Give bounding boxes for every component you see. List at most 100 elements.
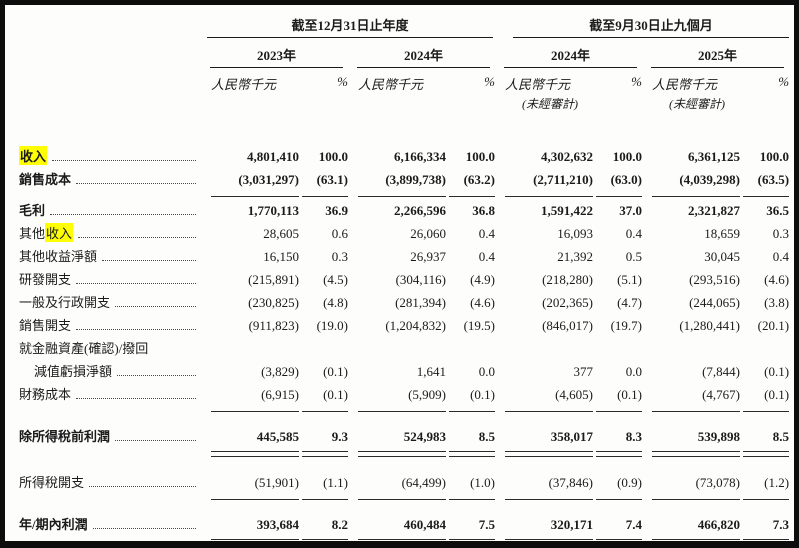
rule-spacer	[19, 190, 203, 198]
row-label-cell: 除所得稅前利潤	[19, 413, 203, 447]
percent-cell: 7.4	[625, 516, 643, 532]
year-label: 2024年	[504, 45, 638, 68]
period-group-annual: 截至12月31日止年度	[203, 13, 497, 40]
header-spacer	[19, 40, 203, 70]
percent-cell: (1.1)	[323, 474, 348, 490]
rule-line	[505, 498, 594, 500]
percent-cell: 7.5	[478, 516, 496, 532]
year-header-row: 2023年 2024年 2024年 2025年	[19, 40, 791, 70]
rule-line	[596, 498, 643, 500]
table-row: 就金融資產(確認)/撥回	[19, 336, 791, 359]
percent-cell: (0.9)	[617, 474, 643, 490]
table-row: 其他 收入 28,605 0.6 26,060 0.4 16,093 0.4 18,659 0.3	[19, 221, 791, 244]
value-cell: (281,394)	[395, 295, 446, 310]
percent-cell: (63.2)	[463, 172, 496, 187]
row-label-text: 除所得稅前利潤	[19, 429, 111, 444]
row-label-cell: 毛利	[19, 198, 203, 221]
row-label: 所得稅開支	[19, 472, 199, 491]
table-row: 除所得稅前利潤 445,585 9.3 524,983 8.5 358,017 8.3 539…	[19, 413, 791, 447]
row-label-cell: 年/期內利潤	[19, 501, 203, 535]
value-cell: (1,280,441)	[679, 318, 741, 333]
percent-cell: 0.4	[625, 226, 643, 241]
year-col-2025-9m: 2025年	[644, 40, 791, 70]
rule-cell	[595, 535, 644, 541]
value-cell: 358,017	[550, 429, 594, 444]
percent-cell: (4.7)	[617, 295, 643, 310]
year-label: 2025年	[651, 45, 785, 68]
percent-cell: (0.1)	[617, 387, 643, 402]
row-label: 一般及行政開支	[19, 292, 199, 311]
rule-cell	[595, 190, 644, 198]
dotted-leader	[115, 438, 196, 441]
value-cell: 26,060	[410, 226, 446, 241]
rule-cell	[644, 190, 742, 198]
rule-cell	[350, 535, 448, 541]
value-cell: (1,204,832)	[385, 318, 446, 333]
percent-cell: 7.3	[772, 516, 790, 532]
row-label: 年/期內利潤	[19, 514, 199, 533]
percent-cell: (4.6)	[764, 272, 790, 287]
value-cell: 377	[573, 364, 594, 379]
percent-cell: 37.0	[619, 203, 643, 218]
table-row: 其他收益淨額 16,150 0.3 26,937 0.4 21,392 0.5 30,045 0…	[19, 244, 791, 267]
rule-line	[358, 498, 446, 500]
dotted-leader	[52, 158, 196, 161]
row-label-cell: 所得稅開支	[19, 459, 203, 493]
dotted-leader	[50, 212, 196, 215]
percent-cell: (0.1)	[764, 364, 790, 379]
value-cell	[497, 336, 595, 359]
rule-line	[449, 538, 496, 541]
percent-cell: 36.5	[766, 203, 790, 218]
row-label-text: 毛利	[19, 203, 46, 218]
year-col-2024: 2024年	[350, 40, 497, 70]
rule-cell	[350, 493, 448, 501]
percent-cell: (19.5)	[463, 318, 496, 333]
percent-cell: 0.4	[478, 249, 496, 264]
rule-cell	[644, 447, 742, 459]
value-cell: (846,017)	[542, 318, 594, 333]
rule-line	[449, 196, 496, 197]
unaudited-note: (未經審計)	[669, 97, 726, 111]
rule-line	[505, 411, 594, 412]
rule-cell	[497, 493, 595, 501]
table-row: 財務成本 (6,915) (0.1) (5,909) (0.1) (4,605) (0.1)…	[19, 382, 791, 405]
row-label-text: 減值虧損淨額	[34, 364, 113, 379]
rule-cell	[644, 493, 742, 501]
unit-label-2024: 人民幣千元	[350, 70, 448, 124]
value-cell: 26,937	[410, 249, 446, 264]
rule-cell	[301, 493, 350, 501]
value-cell: 2,321,827	[688, 203, 741, 218]
percent-cell: (3.8)	[764, 295, 790, 310]
value-cell	[644, 336, 742, 359]
rule-cell	[742, 493, 791, 501]
rule-line	[505, 538, 594, 541]
rule-cell	[742, 447, 791, 459]
value-cell: (51,901)	[254, 474, 299, 490]
percent-cell: (1.2)	[764, 474, 790, 490]
rule-cell	[595, 447, 644, 459]
unit-label-2024-9m: 人民幣千元 (未經審計)	[497, 70, 595, 124]
table-row: 所得稅開支 (51,901) (1.1) (64,499) (1.0) (37,846) (…	[19, 459, 791, 493]
value-cell: (215,891)	[248, 272, 299, 287]
highlighted-text: 收入	[45, 223, 74, 242]
rule-cell	[203, 190, 301, 198]
row-label: 銷售成本	[19, 169, 199, 188]
rule-line	[449, 411, 496, 412]
rule-line	[302, 498, 348, 500]
rule-cell	[497, 535, 595, 541]
rule-line	[652, 451, 741, 457]
rule-line	[743, 451, 790, 457]
percent-cell: (1.0)	[470, 474, 496, 490]
value-cell: (73,078)	[695, 474, 741, 490]
percent-cell: 0.4	[772, 249, 790, 264]
dotted-leader	[76, 396, 196, 399]
rule-line	[449, 498, 496, 500]
percent-header-2023: %	[337, 74, 348, 89]
rule-spacer	[19, 535, 203, 542]
row-label-cell: 研發開支	[19, 267, 203, 290]
double-rule-row	[19, 535, 791, 542]
rule-cell	[595, 493, 644, 501]
percent-cell: 8.2	[331, 516, 348, 532]
value-cell: 2,266,596	[394, 203, 446, 218]
